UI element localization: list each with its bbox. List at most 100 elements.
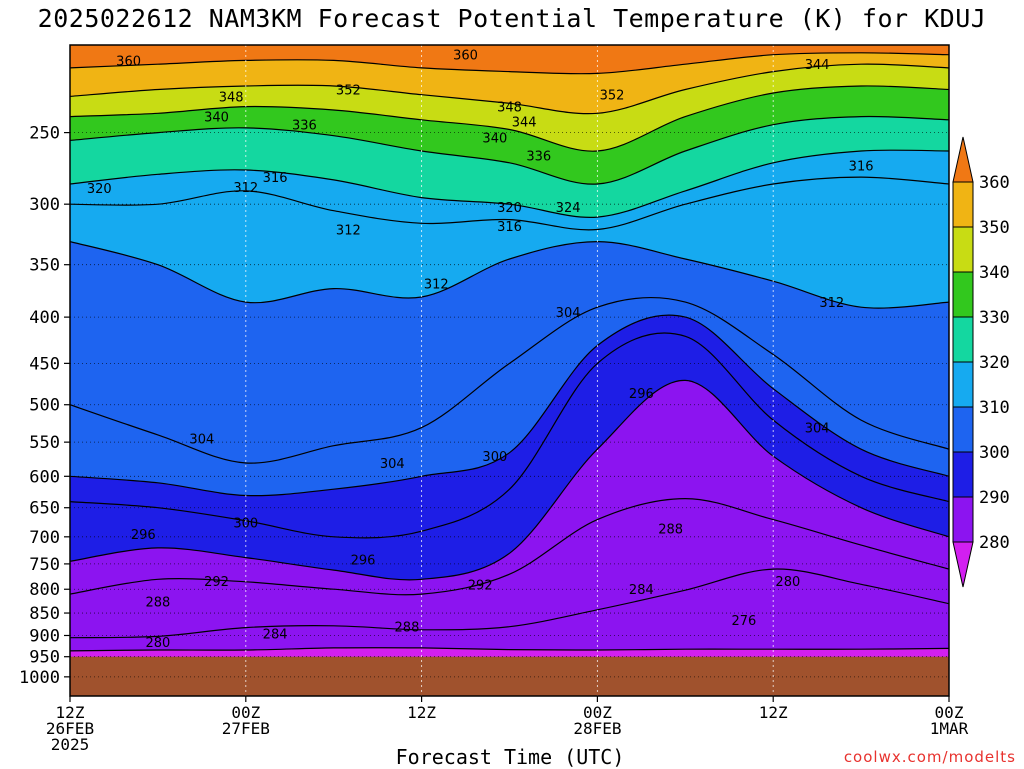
x-tick-label: 12Z [56,703,85,722]
y-tick-label: 300 [29,195,60,215]
x-tick-label: 12Z [759,703,788,722]
contour-label: 352 [600,89,625,104]
isentrope-288 [70,497,949,596]
colorbar-tick-label: 320 [979,353,1010,373]
x-tick-label: 12Z [407,703,436,722]
contour-label: 284 [263,627,288,642]
contour-label: 340 [204,111,229,126]
contour-label: 312 [336,224,361,239]
y-tick-label: 600 [29,467,60,487]
y-tick-label: 650 [29,499,60,519]
contour-label: 348 [219,90,244,105]
chart-title: 2025022612 NAM3KM Forecast Potential Tem… [37,4,987,33]
isentrope-312 [70,240,949,309]
contour-label: 360 [116,54,141,69]
colorbar-segment [952,181,974,228]
y-tick-label: 950 [29,648,60,668]
y-tick-label: 850 [29,604,60,624]
x-tick-label: 00Z [935,703,964,722]
y-tick-label: 550 [29,433,60,453]
isentrope-320 [70,149,949,218]
y-tick-label: 800 [29,580,60,600]
isentrope-300 [70,314,949,497]
x-tick-label: 28FEB [573,719,621,738]
contour-label: 300 [482,450,507,465]
x-axis-label: Forecast Time (UTC) [395,745,625,769]
contour-label: 316 [849,160,874,175]
contour-label: 336 [292,119,317,134]
isentrope-316 [70,176,949,231]
contour-label: 344 [805,58,830,73]
x-tick-label: 2025 [51,735,90,754]
x-tick-label: 27FEB [222,719,270,738]
colorbar-segment [952,316,974,363]
contour-label: 304 [556,306,581,321]
y-tick-label: 700 [29,528,60,548]
contour-label: 340 [482,131,507,146]
contour-label: 296 [131,528,156,543]
fill-band-352 [70,45,949,114]
contour-label: 296 [351,554,376,569]
contour-label: 324 [556,201,581,216]
contour-label: 312 [424,277,449,292]
contour-label: 304 [189,433,214,448]
contour-label: 312 [233,181,258,196]
y-tick-label: 1000 [19,668,60,688]
colorbar-segment [952,451,974,498]
contour-label: 280 [145,636,170,651]
colorbar-segment [952,226,974,273]
x-tick-label: 1MAR [930,719,969,738]
contour-label: 288 [145,595,170,610]
contour-label: 316 [497,220,522,235]
contour-label: 288 [658,522,683,537]
contour-label: 348 [497,101,522,116]
colorbar-high-arrow [952,136,974,183]
y-tick-label: 250 [29,124,60,144]
isentrope-280 [70,647,949,652]
fill-band-360 [70,45,949,74]
colorbar-tick-label: 290 [979,488,1010,508]
colorbar-segment [952,496,974,543]
isentrope-304 [70,296,949,464]
isentrope-284 [70,568,949,639]
colorbar-segment [952,406,974,453]
colorbar-segment [952,271,974,318]
isentrope-336 [70,115,949,185]
contour-label: 336 [526,149,551,164]
x-tick-label: 26FEB [46,719,94,738]
isentrope-352 [70,63,949,115]
isentrope-lines [70,52,949,652]
ground-surface-area [70,656,949,696]
contour-label: 320 [497,201,522,216]
colorbar-tick-label: 360 [979,173,1010,193]
colorbar-tick-label: 300 [979,443,1010,463]
colorbar-segment [952,361,974,408]
colorbar-tick-label: 310 [979,398,1010,418]
contour-label: 304 [805,422,830,437]
contour-label: 320 [87,182,112,197]
colorbar-tick-label: 340 [979,263,1010,283]
contour-label: 292 [204,575,229,590]
isentrope-360 [70,52,949,75]
isentrope-344 [70,85,949,152]
y-tick-label: 500 [29,396,60,416]
contour-label: 344 [512,115,537,130]
contour-label: 300 [233,517,258,532]
contour-label: 352 [336,83,361,98]
plot-frame [69,44,950,697]
y-tick-label: 400 [29,308,60,328]
x-tick-label: 00Z [231,703,260,722]
contour-label: 276 [731,614,756,629]
credit-link[interactable]: coolwx.com/modelts [843,748,1016,766]
contour-label: 284 [629,583,654,598]
colorbar-legend: 280 290 300 310 320 330 340 350 360 [952,136,1010,588]
isentrope-296 [70,332,949,539]
y-tick-label: 450 [29,354,60,374]
contour-label: 316 [263,171,288,186]
colorbar-tick-label: 330 [979,308,1010,328]
contour-label: 304 [380,457,405,472]
colorbar-tick-label: 280 [979,533,1010,553]
